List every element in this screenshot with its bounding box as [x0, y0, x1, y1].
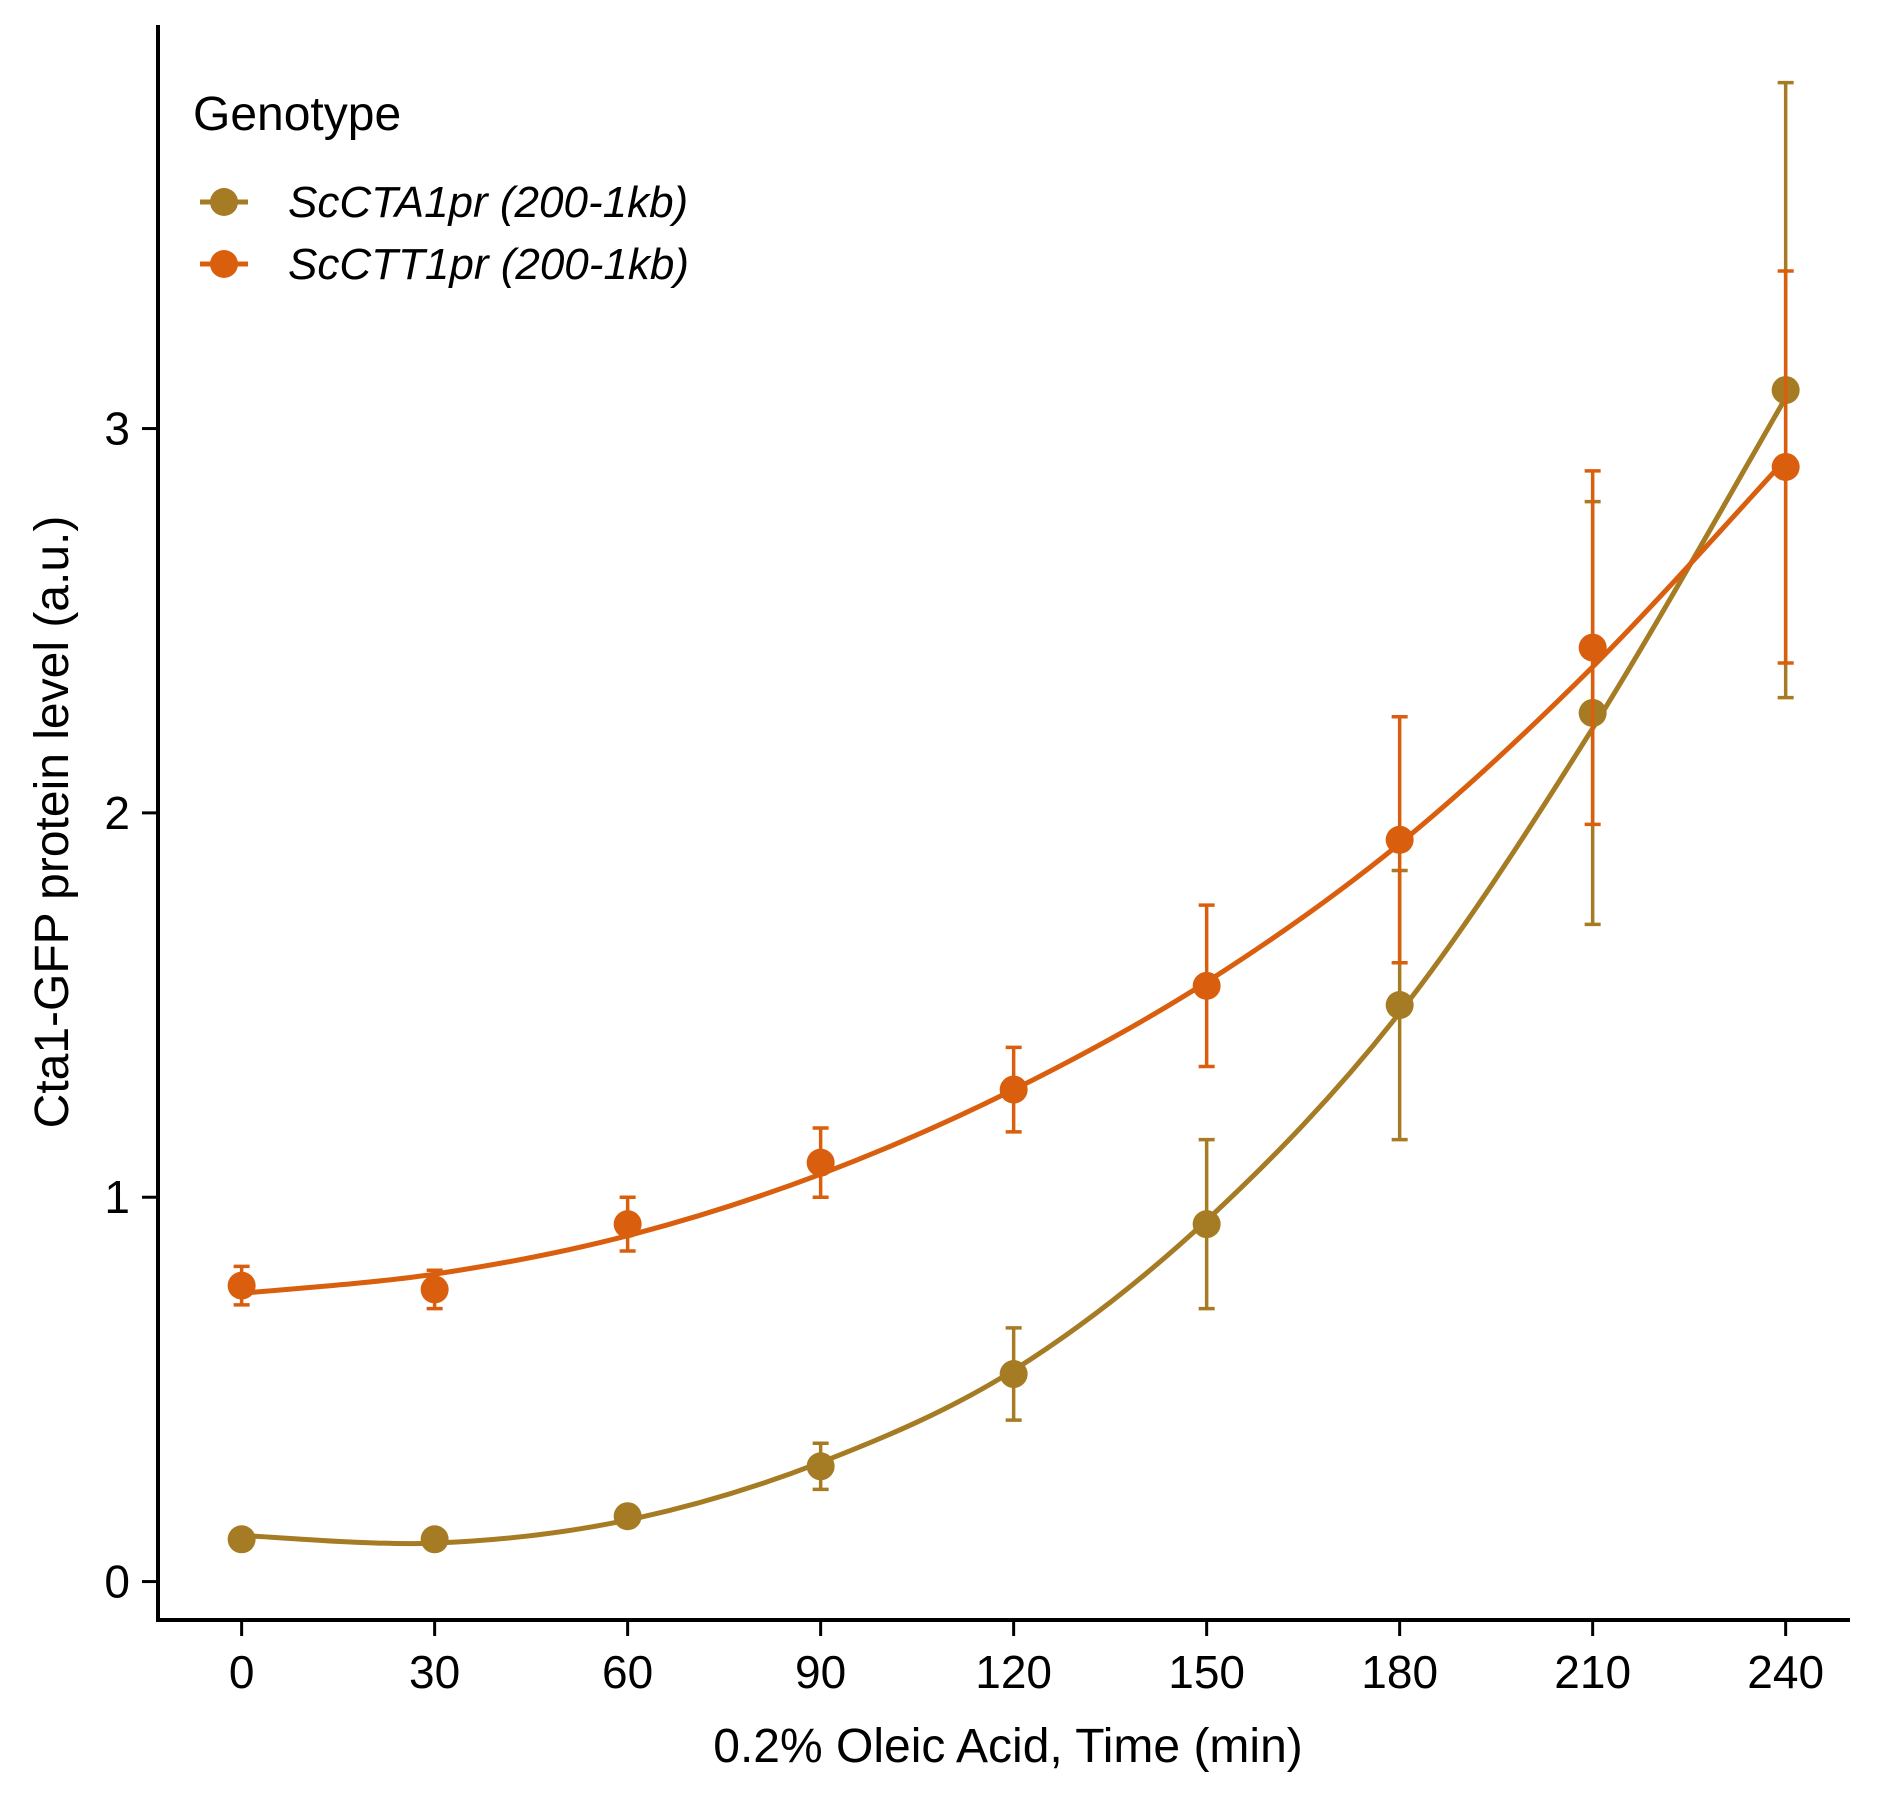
x-tick-label: 210	[1554, 1646, 1631, 1698]
data-point	[227, 1525, 256, 1554]
data-point	[806, 1452, 835, 1481]
plot-area	[227, 80, 1800, 1554]
x-tick-label: 120	[975, 1646, 1052, 1698]
x-tick-label: 150	[1168, 1646, 1245, 1698]
data-point	[1385, 825, 1414, 854]
axes	[156, 25, 1850, 1622]
data-point	[1385, 991, 1414, 1020]
data-point	[1578, 633, 1607, 662]
data-point	[1771, 452, 1800, 481]
fit-curve	[241, 396, 1788, 1547]
x-ticks: 0 30 60 90 120 150 180 210 240	[229, 1620, 1824, 1698]
legend-item: ScCTT1pr (200-1kb)	[200, 240, 689, 289]
data-point	[420, 1525, 449, 1554]
x-tick-label: 240	[1747, 1646, 1824, 1698]
data-point	[1192, 971, 1221, 1000]
x-tick-label: 0	[229, 1646, 255, 1698]
y-tick-label: 2	[104, 787, 130, 839]
series-1	[227, 80, 1800, 1554]
fit-curve	[241, 457, 1788, 1296]
data-point	[420, 1275, 449, 1304]
x-axis-title: 0.2% Oleic Acid, Time (min)	[713, 1720, 1303, 1773]
data-point	[806, 1148, 835, 1177]
x-tick-label: 60	[602, 1646, 653, 1698]
legend-marker	[210, 188, 238, 216]
legend-label: ScCTA1pr (200-1kb)	[288, 178, 688, 227]
legend-label: ScCTT1pr (200-1kb)	[288, 240, 689, 289]
data-point	[1192, 1210, 1221, 1239]
data-point	[613, 1210, 642, 1239]
y-axis-title: Cta1-GFP protein level (a.u.)	[26, 516, 79, 1129]
x-tick-label: 90	[795, 1646, 846, 1698]
y-tick-label: 0	[104, 1556, 130, 1608]
data-point	[999, 1075, 1028, 1104]
legend-title: Genotype	[193, 88, 401, 141]
legend-item: ScCTA1pr (200-1kb)	[200, 178, 688, 227]
y-ticks: 0 1 2 3	[104, 403, 158, 1608]
x-tick-label: 180	[1361, 1646, 1438, 1698]
data-point	[999, 1360, 1028, 1389]
legend-marker	[210, 250, 238, 278]
y-tick-label: 3	[104, 403, 130, 455]
series-2	[227, 269, 1800, 1311]
data-point	[613, 1502, 642, 1531]
x-tick-label: 30	[409, 1646, 460, 1698]
data-point	[227, 1271, 256, 1300]
y-tick-label: 1	[104, 1171, 130, 1223]
legend: Genotype ScCTA1pr (200-1kb) ScCTT1pr (200…	[193, 88, 689, 289]
